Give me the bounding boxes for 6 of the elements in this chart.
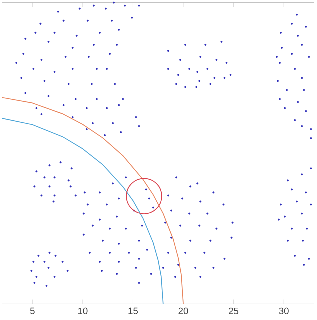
x-tick-label: 20 — [179, 308, 189, 314]
x-tick-label: 10 — [78, 308, 88, 314]
x-tick-label: 30 — [279, 308, 290, 314]
x-tick-label: 25 — [229, 308, 239, 314]
x-tick-label: 5 — [30, 308, 36, 314]
x-tick-label: 15 — [128, 308, 138, 314]
